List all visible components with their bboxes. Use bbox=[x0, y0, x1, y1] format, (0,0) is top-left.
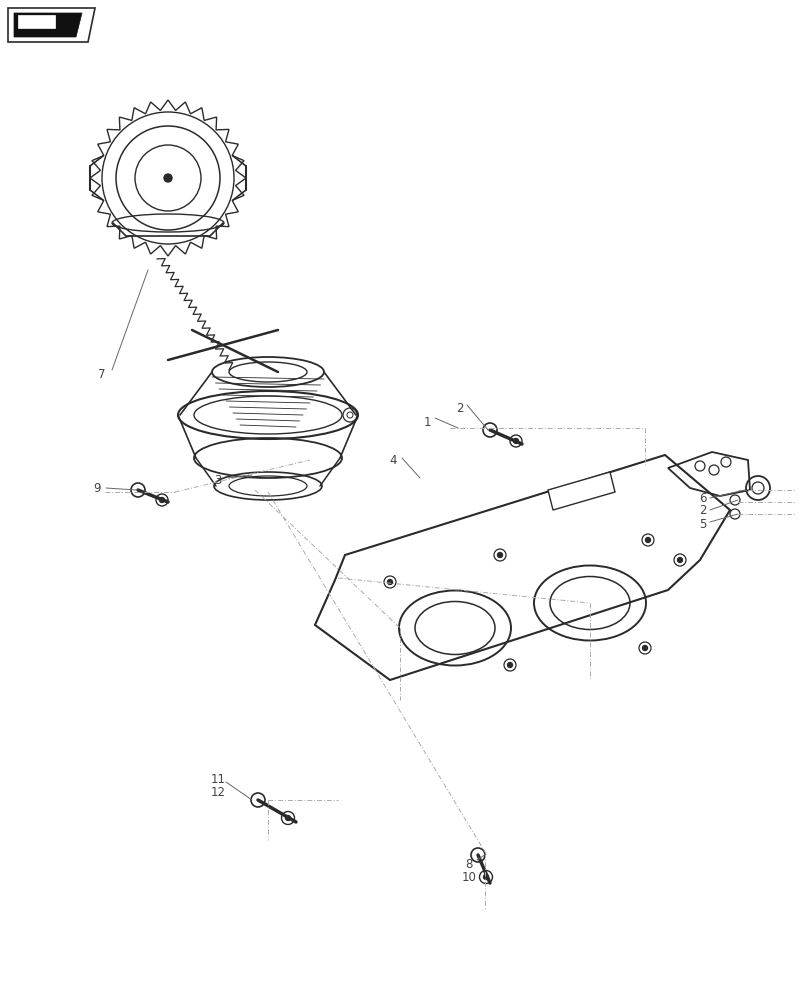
Circle shape bbox=[676, 558, 682, 562]
Text: 2: 2 bbox=[456, 401, 463, 414]
Circle shape bbox=[483, 874, 488, 879]
Circle shape bbox=[507, 662, 512, 668]
Circle shape bbox=[513, 438, 518, 444]
Circle shape bbox=[387, 580, 392, 584]
Text: 10: 10 bbox=[461, 871, 476, 884]
Polygon shape bbox=[14, 13, 82, 37]
Circle shape bbox=[159, 497, 165, 502]
Text: 2: 2 bbox=[698, 504, 706, 518]
Text: 11: 11 bbox=[210, 773, 225, 786]
Text: 5: 5 bbox=[698, 518, 706, 530]
Text: 3: 3 bbox=[214, 474, 221, 487]
Polygon shape bbox=[8, 8, 95, 42]
Circle shape bbox=[642, 646, 646, 650]
Circle shape bbox=[497, 552, 502, 558]
Text: 12: 12 bbox=[210, 786, 225, 799]
Text: 6: 6 bbox=[698, 491, 706, 504]
Polygon shape bbox=[547, 472, 614, 510]
Text: 8: 8 bbox=[465, 858, 472, 871]
Text: 7: 7 bbox=[98, 368, 105, 381]
Circle shape bbox=[645, 538, 650, 542]
Text: 1: 1 bbox=[423, 416, 430, 428]
Polygon shape bbox=[18, 15, 55, 28]
Text: 4: 4 bbox=[388, 454, 397, 466]
Text: 9: 9 bbox=[93, 482, 101, 494]
Circle shape bbox=[164, 174, 172, 182]
Circle shape bbox=[285, 815, 290, 820]
